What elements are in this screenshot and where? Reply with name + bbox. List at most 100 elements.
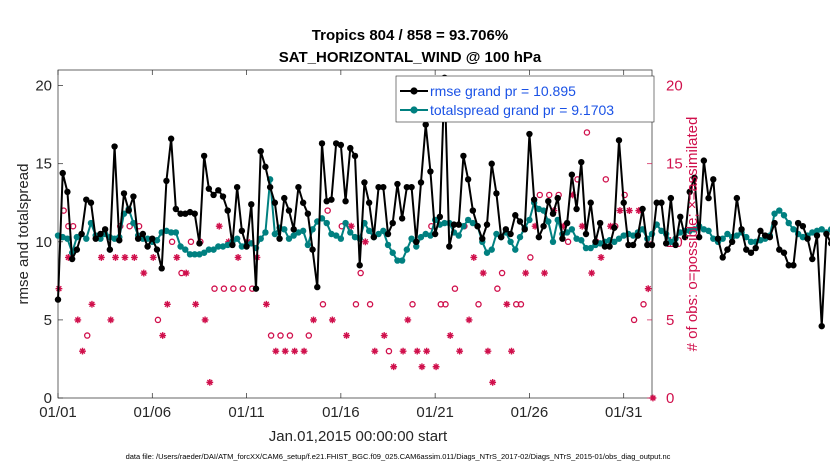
spread-point — [776, 207, 783, 214]
x-tick-label: 01/01 — [39, 404, 77, 421]
rmse-point — [431, 230, 439, 238]
rmse-point — [54, 296, 62, 303]
rmse-point — [314, 283, 321, 291]
rmse-point — [691, 174, 698, 181]
obs-assimilated-marker — [465, 316, 473, 324]
rmse-point — [238, 227, 246, 235]
obs-assimilated-marker — [173, 254, 181, 261]
rmse-point — [658, 199, 665, 206]
spread-point — [582, 244, 590, 252]
rmse-point — [474, 222, 481, 230]
obs-assimilated-marker — [215, 222, 223, 230]
obs-assimilated-marker — [607, 222, 614, 230]
spread-point — [394, 257, 401, 264]
obs-assimilated-marker — [130, 254, 138, 261]
rmse-point — [780, 249, 788, 256]
rmse-point — [413, 238, 420, 246]
spread-point — [545, 218, 552, 225]
obs-assimilated-marker — [300, 347, 308, 355]
rmse-point — [92, 235, 99, 242]
obs-assimilated-marker — [361, 238, 369, 246]
rmse-point — [493, 190, 500, 197]
legend: rmse grand pr = 10.895 totalspread grand… — [395, 75, 655, 123]
spread-point — [526, 216, 533, 224]
spread-point — [587, 244, 594, 252]
spread-point — [215, 243, 222, 250]
spread-point — [130, 219, 137, 227]
obs-possible-marker — [564, 238, 572, 246]
spread-point — [724, 230, 731, 238]
rmse-point — [328, 196, 335, 203]
rmse-point — [771, 219, 778, 227]
rmse-point — [804, 235, 811, 242]
obs-possible-marker — [621, 191, 628, 199]
rmse-point — [695, 233, 703, 241]
spread-point — [719, 235, 726, 242]
legend-spread-label: totalspread grand pr = 9.1703 — [430, 102, 614, 118]
obs-assimilated-marker — [121, 254, 129, 261]
rmse-point — [587, 199, 594, 206]
rmse-point — [728, 238, 736, 246]
spread-point — [790, 226, 797, 233]
rmse-point — [210, 191, 217, 199]
obs-assimilated-marker — [140, 269, 148, 277]
rmse-point — [521, 226, 528, 233]
rmse-point — [427, 168, 434, 175]
obs-assimilated-marker — [79, 347, 86, 355]
rmse-point — [375, 183, 382, 191]
spread-point — [629, 232, 637, 239]
rmse-point — [823, 230, 830, 238]
chart-subtitle: SAT_HORIZONTAL_WIND @ 100 hPa — [279, 49, 542, 66]
obs-assimilated-marker — [182, 269, 190, 277]
rmse-point — [78, 230, 85, 238]
rmse-point — [304, 210, 312, 217]
spread-point — [200, 249, 208, 256]
spread-point — [549, 238, 557, 246]
obs-assimilated-marker — [112, 254, 119, 261]
spread-point — [64, 235, 71, 242]
rmse-point — [469, 207, 477, 214]
rmse-point — [229, 241, 236, 249]
y-right-tick-label: 5 — [666, 312, 674, 329]
obs-assimilated-marker — [456, 347, 464, 355]
rmse-point — [365, 199, 373, 206]
obs-assimilated-marker — [616, 207, 624, 214]
spread-point — [507, 238, 514, 246]
rmse-point — [672, 241, 679, 249]
obs-possible-marker — [83, 332, 91, 339]
obs-possible-marker — [187, 238, 195, 246]
obs-assimilated-marker — [97, 254, 105, 261]
rmse-point — [573, 205, 580, 213]
rmse-point — [172, 205, 180, 213]
rmse-point — [408, 183, 415, 191]
rmse-point — [200, 152, 208, 160]
obs-possible-marker — [640, 301, 647, 308]
rmse-point — [257, 148, 264, 155]
legend-spread-marker — [410, 106, 418, 114]
obs-assimilated-marker — [446, 332, 454, 339]
obs-possible-marker — [357, 269, 364, 277]
spread-point — [182, 246, 189, 253]
obs-assimilated-marker — [347, 222, 355, 230]
obs-possible-marker — [583, 129, 591, 136]
rmse-point — [337, 141, 345, 149]
spread-point — [233, 235, 241, 242]
obs-possible-marker — [475, 301, 482, 308]
obs-possible-marker — [385, 347, 393, 355]
obs-assimilated-marker — [588, 269, 596, 277]
spread-point — [224, 241, 231, 249]
rmse-point — [479, 235, 486, 242]
rmse-point — [120, 190, 128, 197]
obs-assimilated-marker — [328, 316, 336, 324]
rmse-point — [681, 233, 689, 241]
x-axis-label: Jan.01,2015 00:00:00 start — [269, 428, 448, 445]
rmse-point — [134, 235, 142, 242]
obs-possible-marker — [154, 316, 162, 324]
rmse-point — [545, 198, 552, 205]
plot-area: 01/01 01/06 01/11 01/16 01/21 01/26 01/31 0 5 10 1… — [35, 69, 830, 421]
obs-possible-marker — [494, 285, 501, 292]
spread-point — [705, 227, 712, 235]
spread-point — [257, 235, 264, 242]
obs-assimilated-marker — [201, 316, 209, 324]
rmse-point — [417, 179, 425, 186]
